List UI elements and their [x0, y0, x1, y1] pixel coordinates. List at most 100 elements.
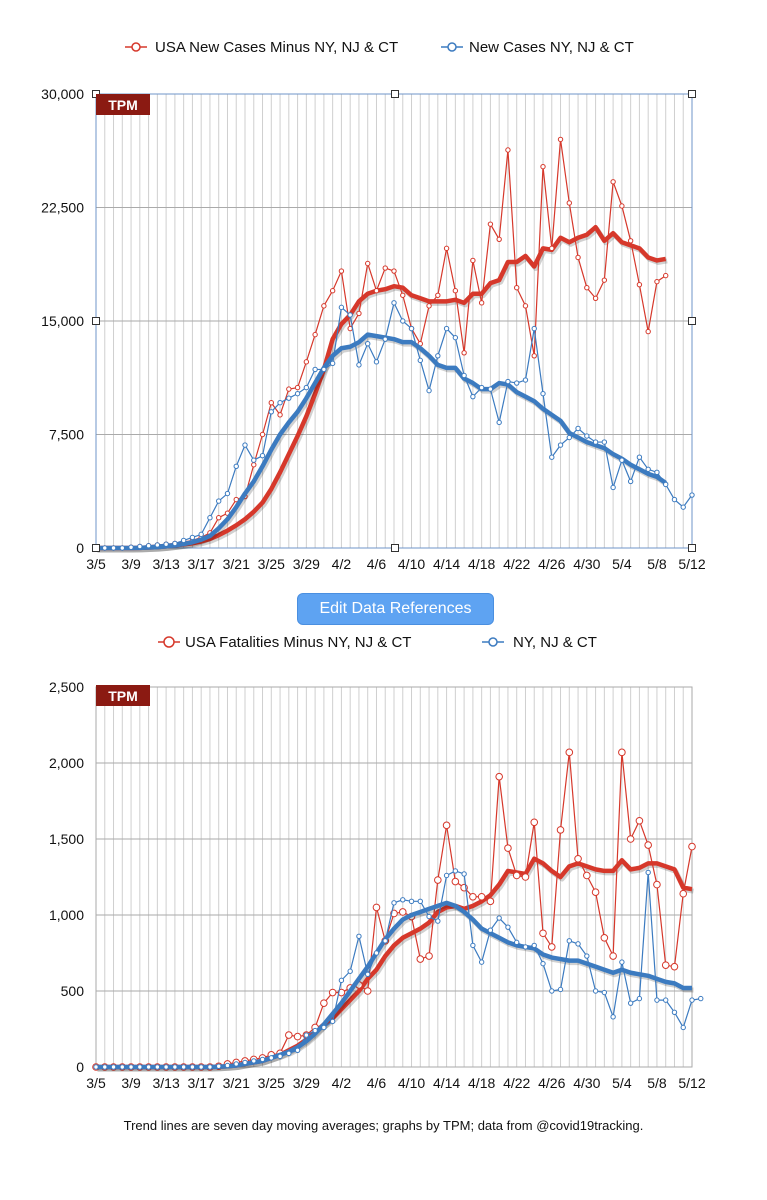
x-tick-label: 4/22	[503, 556, 530, 572]
data-point	[478, 300, 485, 306]
data-point	[574, 854, 582, 863]
x-tick-label: 5/4	[612, 556, 632, 572]
data-point	[321, 303, 327, 309]
data-point	[251, 462, 257, 468]
data-point	[312, 1027, 318, 1034]
edit-data-references-button[interactable]: Edit Data References	[297, 593, 494, 625]
data-point	[119, 545, 125, 551]
data-point	[329, 360, 336, 367]
data-point	[259, 431, 266, 438]
data-point	[93, 1064, 99, 1070]
data-point	[435, 292, 441, 298]
data-point	[680, 1024, 686, 1031]
data-point	[626, 835, 635, 843]
data-point	[286, 395, 292, 401]
data-point	[619, 457, 625, 463]
data-point	[531, 353, 537, 359]
data-point	[180, 537, 187, 544]
data-point	[575, 254, 581, 261]
data-point	[285, 1031, 293, 1039]
x-tick-label: 3/17	[188, 1075, 215, 1091]
data-point	[486, 897, 495, 906]
x-tick-label: 4/10	[398, 1075, 425, 1091]
data-point	[592, 439, 599, 445]
x-tick-label: 4/26	[538, 1075, 565, 1091]
plot-area	[93, 136, 695, 553]
data-point	[557, 986, 564, 993]
data-point	[189, 1064, 196, 1070]
data-point	[382, 336, 388, 342]
data-point	[356, 310, 362, 317]
resize-handle[interactable]	[688, 544, 696, 552]
data-point	[417, 357, 423, 364]
x-tick-label: 4/18	[468, 556, 495, 572]
y-tick-label: 2,500	[49, 679, 84, 695]
data-point	[636, 454, 643, 460]
data-point	[382, 265, 388, 271]
resize-handle[interactable]	[688, 317, 696, 325]
x-tick-label: 3/29	[293, 556, 320, 572]
data-point	[329, 1018, 336, 1025]
data-point	[338, 977, 345, 984]
data-point	[601, 277, 608, 283]
data-point	[645, 466, 651, 473]
data-point	[286, 386, 292, 392]
data-point	[189, 534, 196, 541]
data-point	[522, 377, 529, 383]
data-point	[312, 366, 318, 373]
usa-series-line	[96, 139, 667, 549]
data-point	[566, 200, 572, 206]
legend-item-usa-cases: USA New Cases Minus NY, NJ & CT	[125, 39, 398, 56]
data-point	[216, 1063, 222, 1069]
x-tick-label: 3/21	[223, 556, 250, 572]
y-tick-label: 15,000	[41, 313, 84, 329]
y-tick-label: 1,500	[49, 831, 84, 847]
y-tick-label: 1,000	[49, 907, 84, 923]
resize-handle[interactable]	[92, 544, 100, 552]
legend: USA New Cases Minus NY, NJ & CT New Case…	[125, 39, 634, 56]
x-tick-label: 4/18	[468, 1075, 495, 1091]
resize-handle[interactable]	[92, 317, 100, 325]
data-point	[521, 873, 530, 881]
data-point	[478, 959, 485, 965]
data-point	[356, 362, 362, 368]
data-point	[434, 876, 442, 884]
data-point	[610, 484, 616, 491]
x-tick-label: 4/10	[398, 556, 425, 572]
resize-handle[interactable]	[391, 90, 399, 98]
data-point	[356, 933, 362, 939]
data-point	[689, 997, 695, 1003]
data-point	[365, 341, 371, 347]
data-point	[601, 439, 608, 445]
data-point	[654, 469, 660, 476]
data-point	[338, 304, 345, 311]
data-point	[619, 959, 625, 965]
usa-trend-line	[96, 224, 667, 551]
data-point	[102, 1064, 108, 1070]
data-point	[530, 818, 539, 827]
x-tick-label: 5/4	[612, 1075, 632, 1091]
data-point	[329, 288, 336, 294]
data-point	[382, 938, 388, 944]
data-point	[452, 868, 459, 874]
y-axis: 0 7,500 15,000 22,500 30,000	[41, 86, 84, 556]
resize-handle[interactable]	[688, 90, 696, 98]
data-point	[426, 913, 432, 920]
data-point	[522, 944, 529, 950]
data-point	[496, 419, 502, 426]
data-point	[408, 898, 415, 905]
data-point	[294, 390, 301, 397]
data-point	[391, 300, 397, 306]
x-tick-label: 5/12	[678, 556, 705, 572]
data-point	[259, 1056, 266, 1063]
data-point	[679, 889, 688, 898]
tpm-badge: TPM	[96, 685, 150, 706]
legend-marker	[163, 636, 175, 648]
data-point	[644, 841, 652, 849]
data-point	[207, 515, 213, 521]
resize-handle[interactable]	[391, 544, 399, 552]
data-point	[110, 545, 117, 551]
legend-item-ny-fatalities: NY, NJ & CT	[482, 634, 597, 651]
x-tick-label: 3/5	[86, 556, 106, 572]
data-point	[556, 826, 565, 834]
